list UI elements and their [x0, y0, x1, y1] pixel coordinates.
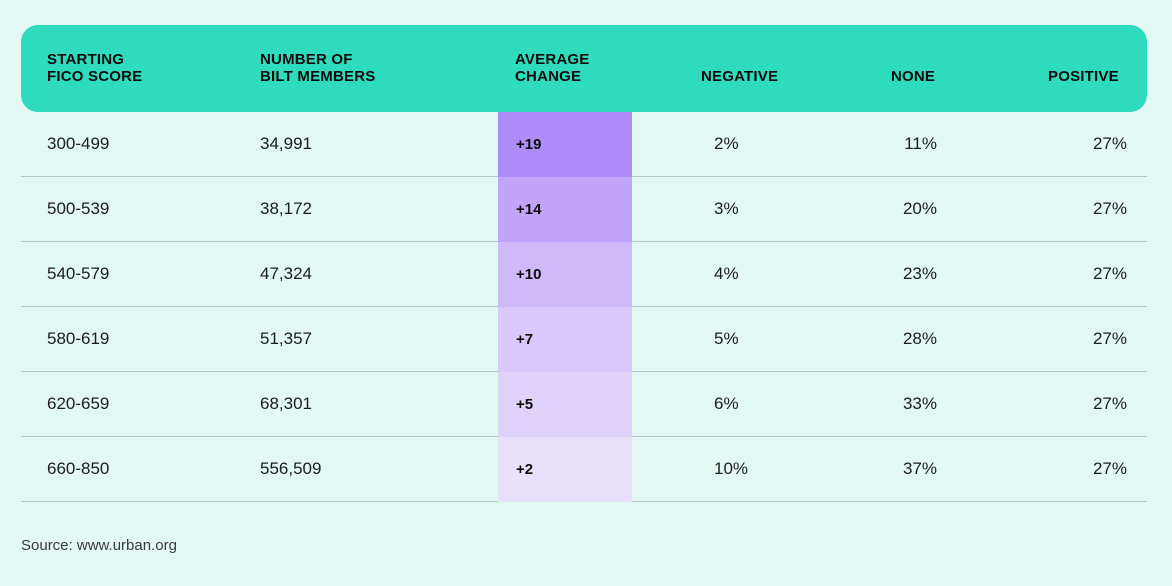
- cell-members: 47,324: [260, 264, 312, 283]
- cell-average-change: +10: [498, 242, 632, 307]
- header-starting-fico: STARTING FICO SCORE: [47, 51, 143, 85]
- cell-positive: 27%: [1092, 134, 1127, 153]
- cell-negative: 2%: [714, 134, 739, 153]
- table-row: 540-579 47,324 +10 4% 23% 27%: [21, 242, 1147, 307]
- header-average-change: AVERAGE CHANGE: [515, 51, 590, 85]
- table-row: 660-850 556,509 +2 10% 37% 27%: [21, 437, 1147, 502]
- cell-negative: 6%: [714, 394, 739, 413]
- cell-none: 33%: [902, 394, 937, 413]
- source-note: Source: www.urban.org: [21, 537, 177, 554]
- cell-none: 37%: [902, 459, 937, 478]
- cell-members: 38,172: [260, 199, 312, 218]
- cell-negative: 10%: [714, 459, 749, 478]
- table-header: STARTING FICO SCORE NUMBER OF BILT MEMBE…: [21, 25, 1147, 112]
- cell-average-change: +14: [498, 177, 632, 242]
- cell-positive: 27%: [1092, 329, 1127, 348]
- table-row: 580-619 51,357 +7 5% 28% 27%: [21, 307, 1147, 372]
- table-row: 620-659 68,301 +5 6% 33% 27%: [21, 372, 1147, 437]
- table-row: 500-539 38,172 +14 3% 20% 27%: [21, 177, 1147, 242]
- cell-average-change: +19: [498, 112, 632, 177]
- cell-members: 68,301: [260, 394, 312, 413]
- cell-fico: 300-499: [47, 134, 110, 153]
- cell-negative: 3%: [714, 199, 739, 218]
- cell-none: 20%: [902, 199, 937, 218]
- header-none: NONE: [891, 68, 936, 85]
- cell-positive: 27%: [1092, 459, 1127, 478]
- cell-average-change: +7: [498, 307, 632, 372]
- cell-members: 556,509: [260, 459, 322, 478]
- table-body: 300-499 34,991 +19 2% 11% 27% 500-539 38…: [21, 112, 1147, 502]
- cell-members: 51,357: [260, 329, 312, 348]
- cell-fico: 540-579: [47, 264, 110, 283]
- header-negative: NEGATIVE: [701, 68, 779, 85]
- cell-none: 23%: [902, 264, 937, 283]
- cell-positive: 27%: [1092, 199, 1127, 218]
- cell-positive: 27%: [1092, 394, 1127, 413]
- cell-none: 28%: [902, 329, 937, 348]
- cell-average-change: +2: [498, 437, 632, 502]
- cell-none: 11%: [904, 134, 937, 153]
- cell-average-change: +5: [498, 372, 632, 437]
- fico-table: STARTING FICO SCORE NUMBER OF BILT MEMBE…: [21, 25, 1147, 502]
- cell-positive: 27%: [1092, 264, 1127, 283]
- cell-members: 34,991: [260, 134, 312, 153]
- header-members: NUMBER OF BILT MEMBERS: [260, 51, 376, 85]
- cell-fico: 580-619: [47, 329, 110, 348]
- table-row: 300-499 34,991 +19 2% 11% 27%: [21, 112, 1147, 177]
- cell-negative: 4%: [714, 264, 739, 283]
- header-positive: POSITIVE: [1048, 68, 1119, 85]
- cell-fico: 660-850: [47, 459, 110, 478]
- cell-fico: 500-539: [47, 199, 110, 218]
- cell-fico: 620-659: [47, 394, 110, 413]
- cell-negative: 5%: [714, 329, 739, 348]
